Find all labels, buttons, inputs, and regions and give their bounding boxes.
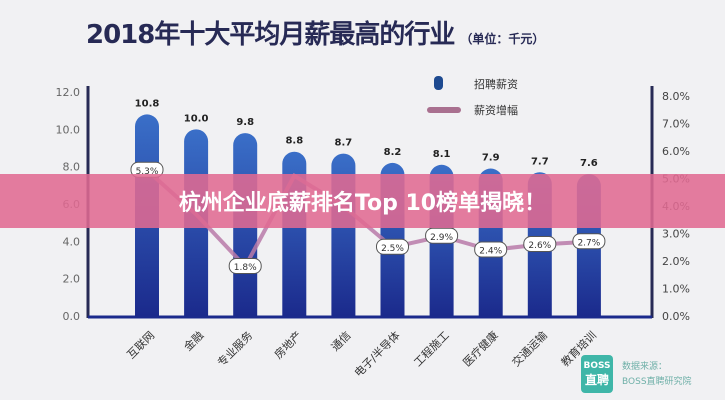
left-tick-label: 4.0 (63, 235, 81, 248)
bar-value-label: 10.0 (184, 113, 209, 124)
category-label: 互联网 (125, 329, 158, 362)
logo-line1: BOSS (583, 361, 611, 371)
banner-text: 杭州企业底薪排名Top 10榜单揭晓！ (178, 191, 547, 216)
bar-value-label: 7.6 (580, 158, 598, 169)
left-tick-label: 2.0 (63, 273, 81, 286)
line-value-label: 2.7% (577, 238, 600, 248)
left-tick-label: 8.0 (63, 161, 81, 174)
legend-label-salary: 招聘薪资 (474, 77, 518, 91)
line-value-label: 2.9% (430, 233, 453, 243)
line-label-bubble (474, 241, 508, 258)
line-value-label: 1.8% (234, 263, 257, 273)
right-tick-label: 0.0% (662, 310, 690, 323)
bar-value-label: 10.8 (135, 98, 160, 109)
line-value-label: 2.5% (381, 244, 404, 254)
line-label-bubble (523, 236, 557, 252)
bar-value-label: 7.9 (482, 153, 500, 164)
line-label-bubble (376, 238, 409, 255)
line-label-bubble (425, 227, 459, 244)
right-tick-label: 3.0% (662, 228, 690, 241)
legend-label-growth: 薪资增幅 (474, 103, 518, 117)
title-text: 2018年十大平均月薪最高的行业 (86, 20, 455, 50)
category-label: 电子/半导体 (351, 328, 402, 379)
logo-line2: 直聘 (584, 373, 609, 387)
unit-label: （单位：千元） (460, 32, 545, 46)
line-value-label: 5.3% (136, 167, 159, 177)
right-tick-label: 6.0% (662, 145, 690, 158)
bar-value-label: 8.1 (433, 149, 451, 160)
category-label: 专业服务 (214, 328, 255, 369)
bar-value-label: 8.2 (384, 147, 402, 158)
left-tick-label: 10.0 (56, 123, 81, 136)
bar-value-label: 7.7 (531, 156, 549, 167)
category-label: 交通运输 (509, 328, 550, 369)
category-label: 房地产 (271, 328, 304, 361)
right-tick-label: 1.0% (662, 283, 690, 296)
line-value-label: 2.4% (479, 247, 502, 257)
source-note: 数据来源： BOSS直聘研究院 (622, 360, 692, 390)
source-name: BOSS直聘研究院 (622, 377, 692, 387)
boss-logo: BOSS 直聘 (581, 355, 613, 393)
legend-bar-swatch (434, 76, 443, 90)
right-tick-label: 8.0% (662, 90, 690, 103)
category-label: 通信 (329, 329, 354, 354)
line-value-label: 2.6% (528, 241, 551, 251)
chart-title: 2018年十大平均月薪最高的行业 （单位：千元） (86, 14, 544, 51)
category-label: 医疗健康 (460, 328, 501, 369)
bar-value-label: 8.8 (285, 136, 303, 147)
left-tick-label: 12.0 (56, 86, 81, 99)
overlay-banner: 杭州企业底薪排名Top 10榜单揭晓！ (0, 174, 725, 228)
legend-line-swatch (427, 107, 461, 113)
left-tick-label: 0.0 (63, 310, 81, 323)
source-label: 数据来源： (622, 362, 668, 372)
right-tick-label: 7.0% (662, 118, 690, 131)
line-label-bubble (228, 258, 262, 274)
category-label: 工程施工 (411, 329, 451, 369)
bar-value-label: 8.7 (335, 138, 353, 149)
right-tick-label: 2.0% (662, 255, 690, 268)
line-label-bubble (572, 233, 606, 250)
bar-value-label: 9.8 (236, 117, 254, 128)
category-label: 金融 (181, 328, 206, 353)
